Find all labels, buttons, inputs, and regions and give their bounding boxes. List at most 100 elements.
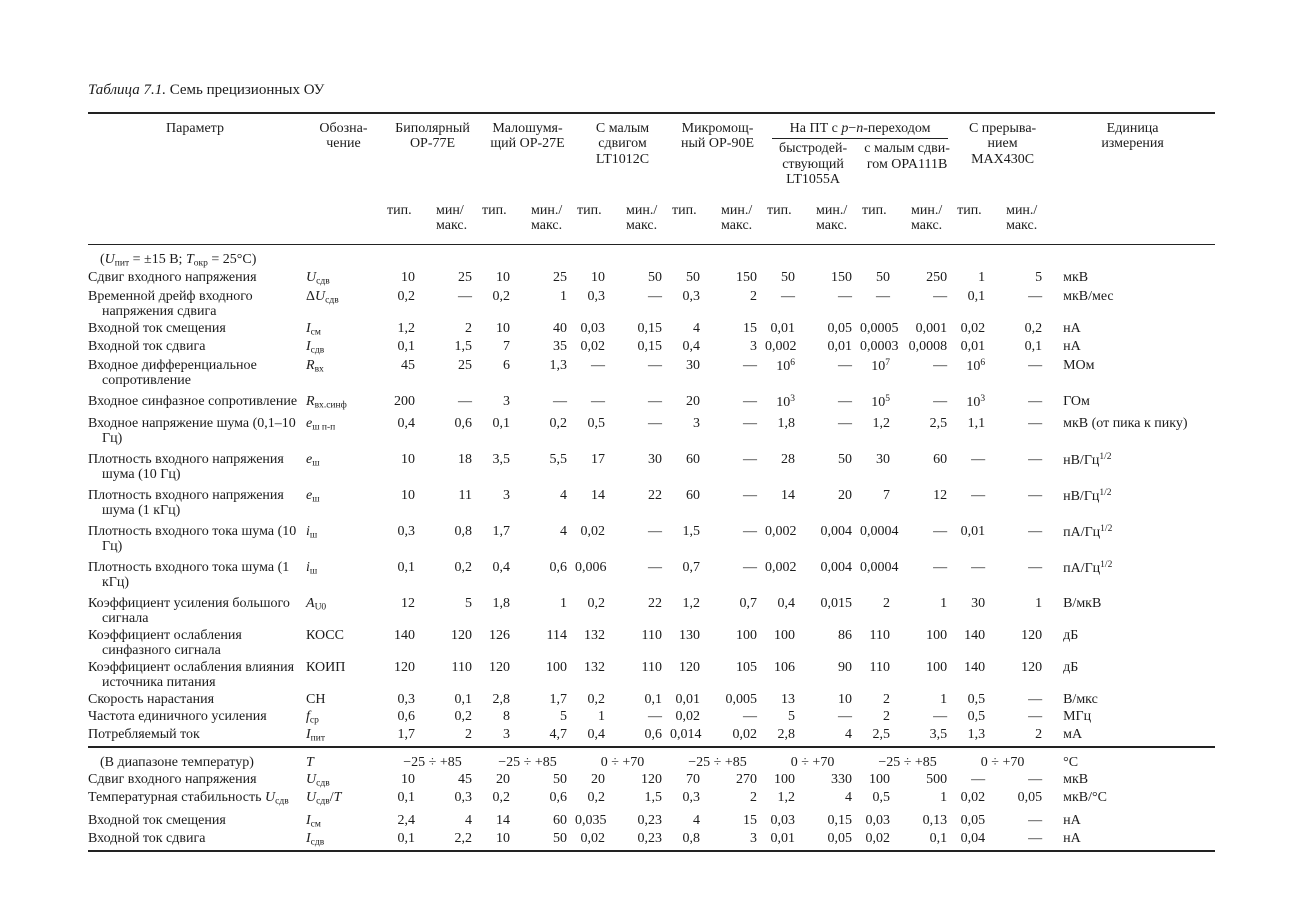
value-cell: 270 [736,771,758,787]
value-cell: 0,1 [644,692,663,708]
value-cell: 10 [401,452,415,468]
column-header-parameter: Параметр [166,121,224,136]
table-row: Временной дрейф входного напряжения сдви… [88,289,1215,321]
symbol-cell: Iпит [306,727,326,744]
value-cell: 2,2 [454,831,473,847]
minmax-label: мин./макс. [1006,203,1038,234]
unit-cell: В/мкс [1063,692,1098,708]
value-cell: 120 [641,771,663,787]
param-cell: Сдвиг входного напряжения [88,270,257,286]
value-cell: — [1028,560,1043,576]
symbol-cell: iш [306,560,318,577]
value-cell: 90 [838,660,853,676]
value-cell: 14 [781,488,796,504]
value-cell: 1,3 [967,727,986,743]
value-cell: — [838,288,853,304]
table-title: Таблица 7.1. Семь прецизионных ОУ [88,82,324,99]
value-cell: 103 [776,393,796,410]
typ-label: тип. [957,203,982,218]
value-cell: 30 [648,452,663,468]
value-cell: 1 [560,288,567,304]
value-cell: 0,2 [454,708,473,724]
value-cell: 0,002 [765,339,797,355]
value-cell: 106 [966,357,986,374]
column-header-lt1055a: быстродей- ствующий LT1055A [778,141,848,187]
value-cell: 0,2 [454,560,473,576]
value-cell: 18 [458,452,472,468]
value-cell: 20 [686,393,701,409]
value-cell: 0,3 [454,790,473,806]
value-cell: 4 [693,812,701,828]
value-cell: 0,001 [915,320,948,336]
value-cell: — [838,708,853,724]
value-cell: — [781,288,796,304]
value-cell: 11 [458,488,472,504]
value-cell: 0,015 [820,596,853,612]
value-cell: 1,7 [397,727,416,743]
value-cell: 0,5 [587,416,606,432]
symbol-cell: Iсдв [306,831,325,848]
value-cell: 0,15 [637,320,663,336]
table-body-main: (Uпит = ±15 В; Tокр = 25°C) Сдвиг входног… [88,244,1215,747]
column-header-symbol: Обозна- чение [319,121,368,152]
value-cell: 7 [883,488,891,504]
typ-label: тип. [862,203,887,218]
value-cell: 0,02 [960,320,986,336]
value-cell: 1,2 [397,320,416,336]
value-cell: 86 [838,628,853,644]
value-cell: 100 [926,628,948,644]
value-cell: 0,002 [765,560,797,576]
value-cell: 0,6 [454,416,473,432]
param-cell: Температурная стабильность Uсдв [88,790,289,807]
table-row: Входной ток смещения Iсм 1,2 2 10 40 0,03 0,15 4… [88,321,1215,340]
temp-range-cell: −25 ÷ +85 [688,754,747,770]
value-cell: 0,2 [492,790,511,806]
value-cell: 0,4 [397,416,416,432]
symbol-cell: eш п-п [306,416,336,433]
column-header-max430c: С прерыва- нием MAX430C [968,121,1037,167]
value-cell: 20 [591,771,605,787]
value-cell: 10 [401,771,415,787]
value-cell: 3 [693,416,701,432]
value-cell: 0,7 [682,560,701,576]
typ-label: тип. [767,203,792,218]
value-cell: 0,005 [725,692,758,708]
value-cell: 0,23 [637,831,663,847]
value-cell: 0,5 [967,708,986,724]
param-cell: Входной ток сдвига [88,339,206,355]
value-cell: 1,7 [492,524,511,540]
value-cell: 14 [591,488,605,504]
value-cell: 120 [1021,628,1043,644]
value-cell: 0,15 [637,339,663,355]
unit-cell: пА/Гц1/2 [1063,524,1113,540]
value-cell: 50 [553,831,567,847]
value-cell: 0,05 [827,320,853,336]
value-cell: 30 [876,452,891,468]
value-cell: — [743,708,758,724]
value-cell: 0,3 [682,288,701,304]
op-amp-spec-table: Параметр Обозна- чение Биполярный ОР-77Е… [88,112,1216,852]
value-cell: 4 [560,488,567,504]
value-cell: 60 [686,488,701,504]
value-cell: — [1028,771,1043,787]
unit-cell: В/мкВ [1063,596,1102,612]
value-cell: — [971,488,986,504]
unit-cell: мкВ/°C [1063,790,1107,806]
param-cell: Плотность входного тока шума (10 Гц) [88,524,297,555]
unit-cell: дБ [1063,660,1079,676]
value-cell: 0,3 [587,288,606,304]
table-row: Коэффициент ослабления влияния источника… [88,660,1215,692]
value-cell: 250 [926,270,948,286]
value-cell: 2,5 [929,416,948,432]
value-cell: 10 [838,692,853,708]
temp-range-cell: −25 ÷ +85 [498,754,557,770]
table-row: Скорость нарастания СН 0,3 0,1 2,8 1,7 0,2 0,1 0… [88,692,1215,709]
value-cell: 0,02 [960,790,986,806]
value-cell: 0,014 [670,727,702,743]
value-cell: 40 [553,320,567,336]
symbol-cell: Iсм [306,320,321,338]
unit-cell: мкВ [1063,270,1089,286]
value-cell: — [933,560,948,576]
unit-cell: мА [1063,727,1083,743]
